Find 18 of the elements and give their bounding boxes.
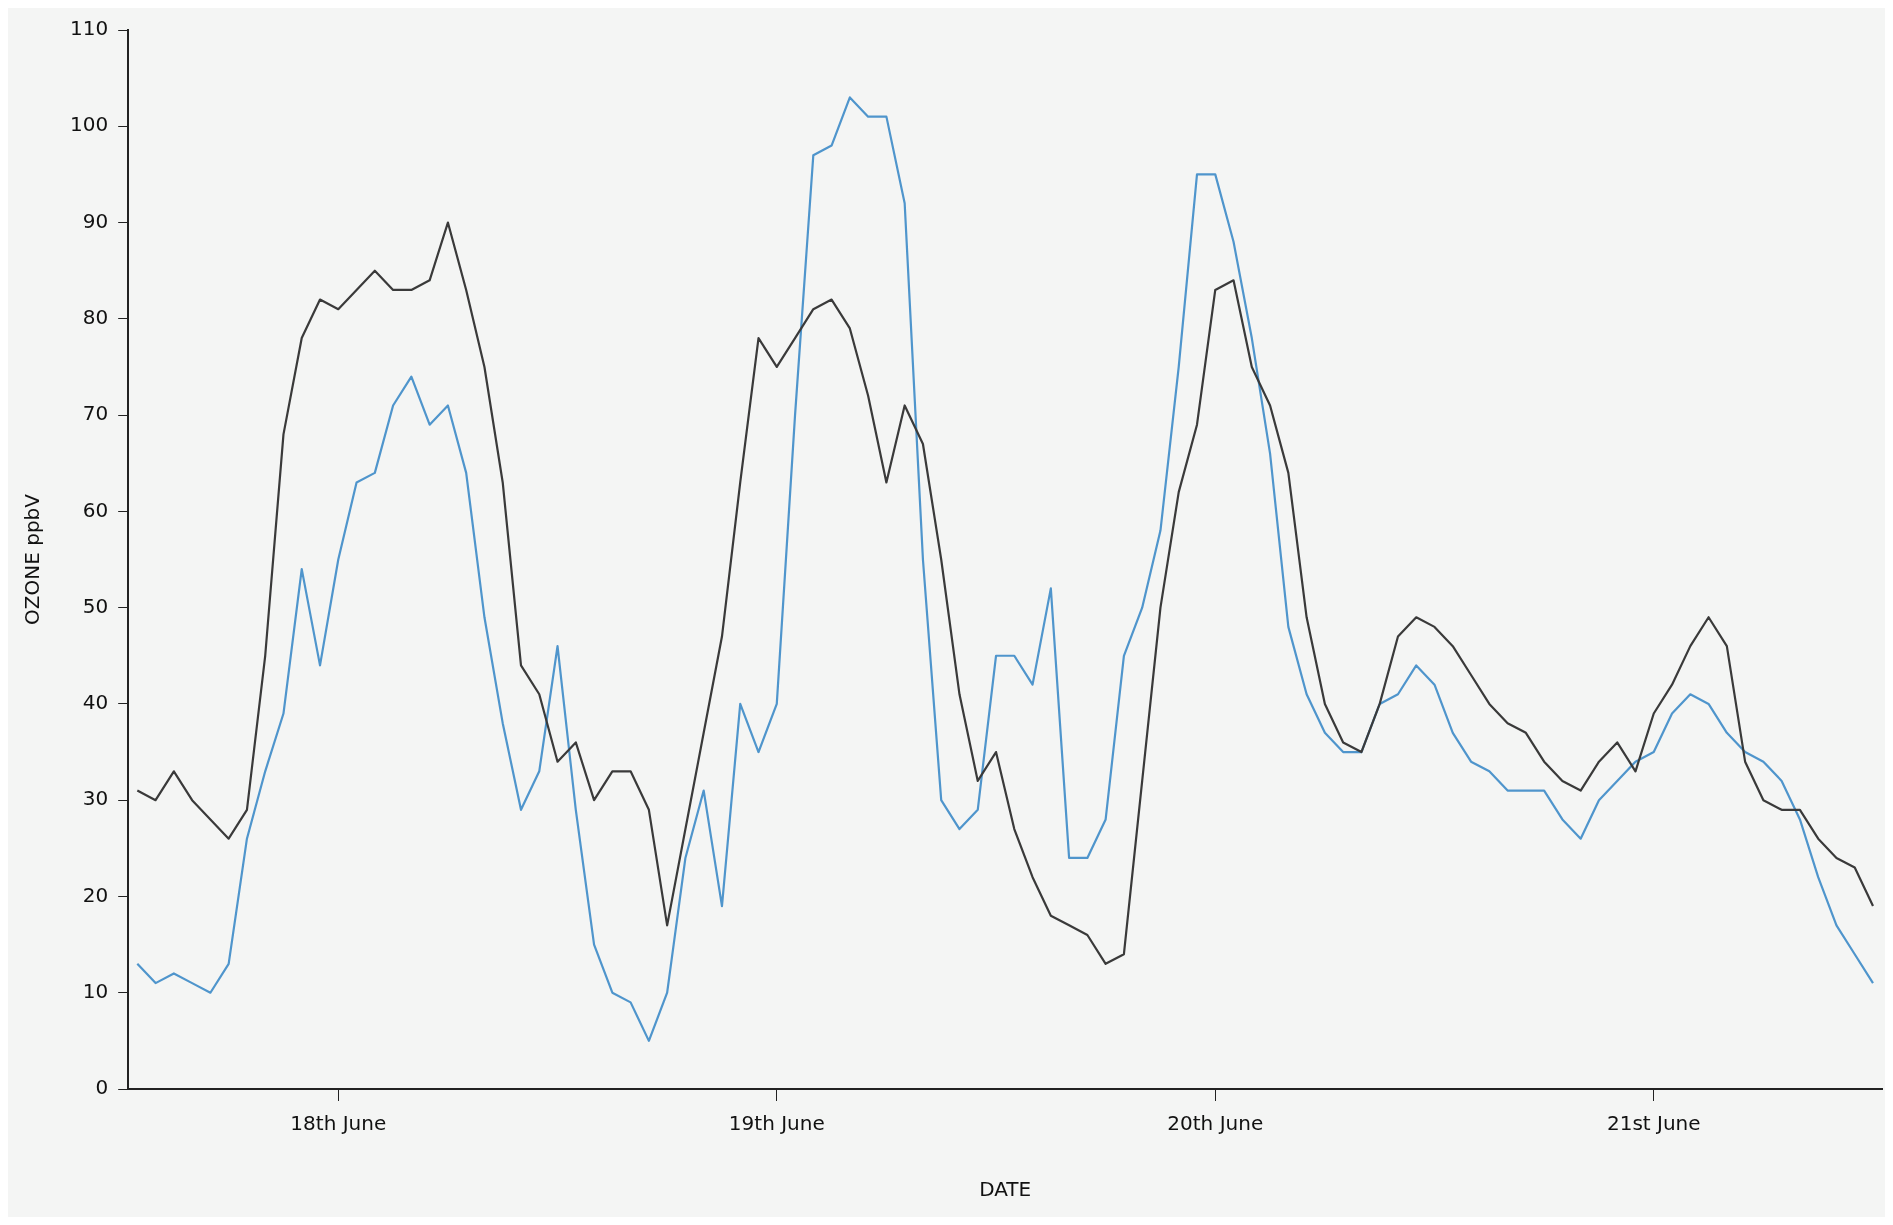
y-tick-label: 110 xyxy=(69,16,109,41)
y-tick-label: 70 xyxy=(82,401,109,426)
y-tick-label: 20 xyxy=(82,882,109,907)
x-axis-title: DATE xyxy=(979,1177,1032,1202)
x-tick-label: 21st June xyxy=(1606,1111,1701,1136)
x-tick-label: 18th June xyxy=(290,1111,387,1136)
y-axis-title: OZONE ppbV xyxy=(20,493,45,625)
y-tick-label: 10 xyxy=(82,978,109,1003)
x-tick-label: 20th June xyxy=(1167,1111,1264,1136)
y-tick-label: 50 xyxy=(82,593,109,618)
y-tick-label: 0 xyxy=(95,1075,109,1100)
y-tick-label: 100 xyxy=(69,112,109,137)
x-tick-label: 19th June xyxy=(728,1111,825,1136)
y-tick-label: 90 xyxy=(82,208,109,233)
y-tick-label: 40 xyxy=(82,690,109,715)
y-tick-label: 60 xyxy=(82,497,109,522)
y-tick-label: 80 xyxy=(82,305,109,330)
y-tick-label: 30 xyxy=(82,786,109,811)
